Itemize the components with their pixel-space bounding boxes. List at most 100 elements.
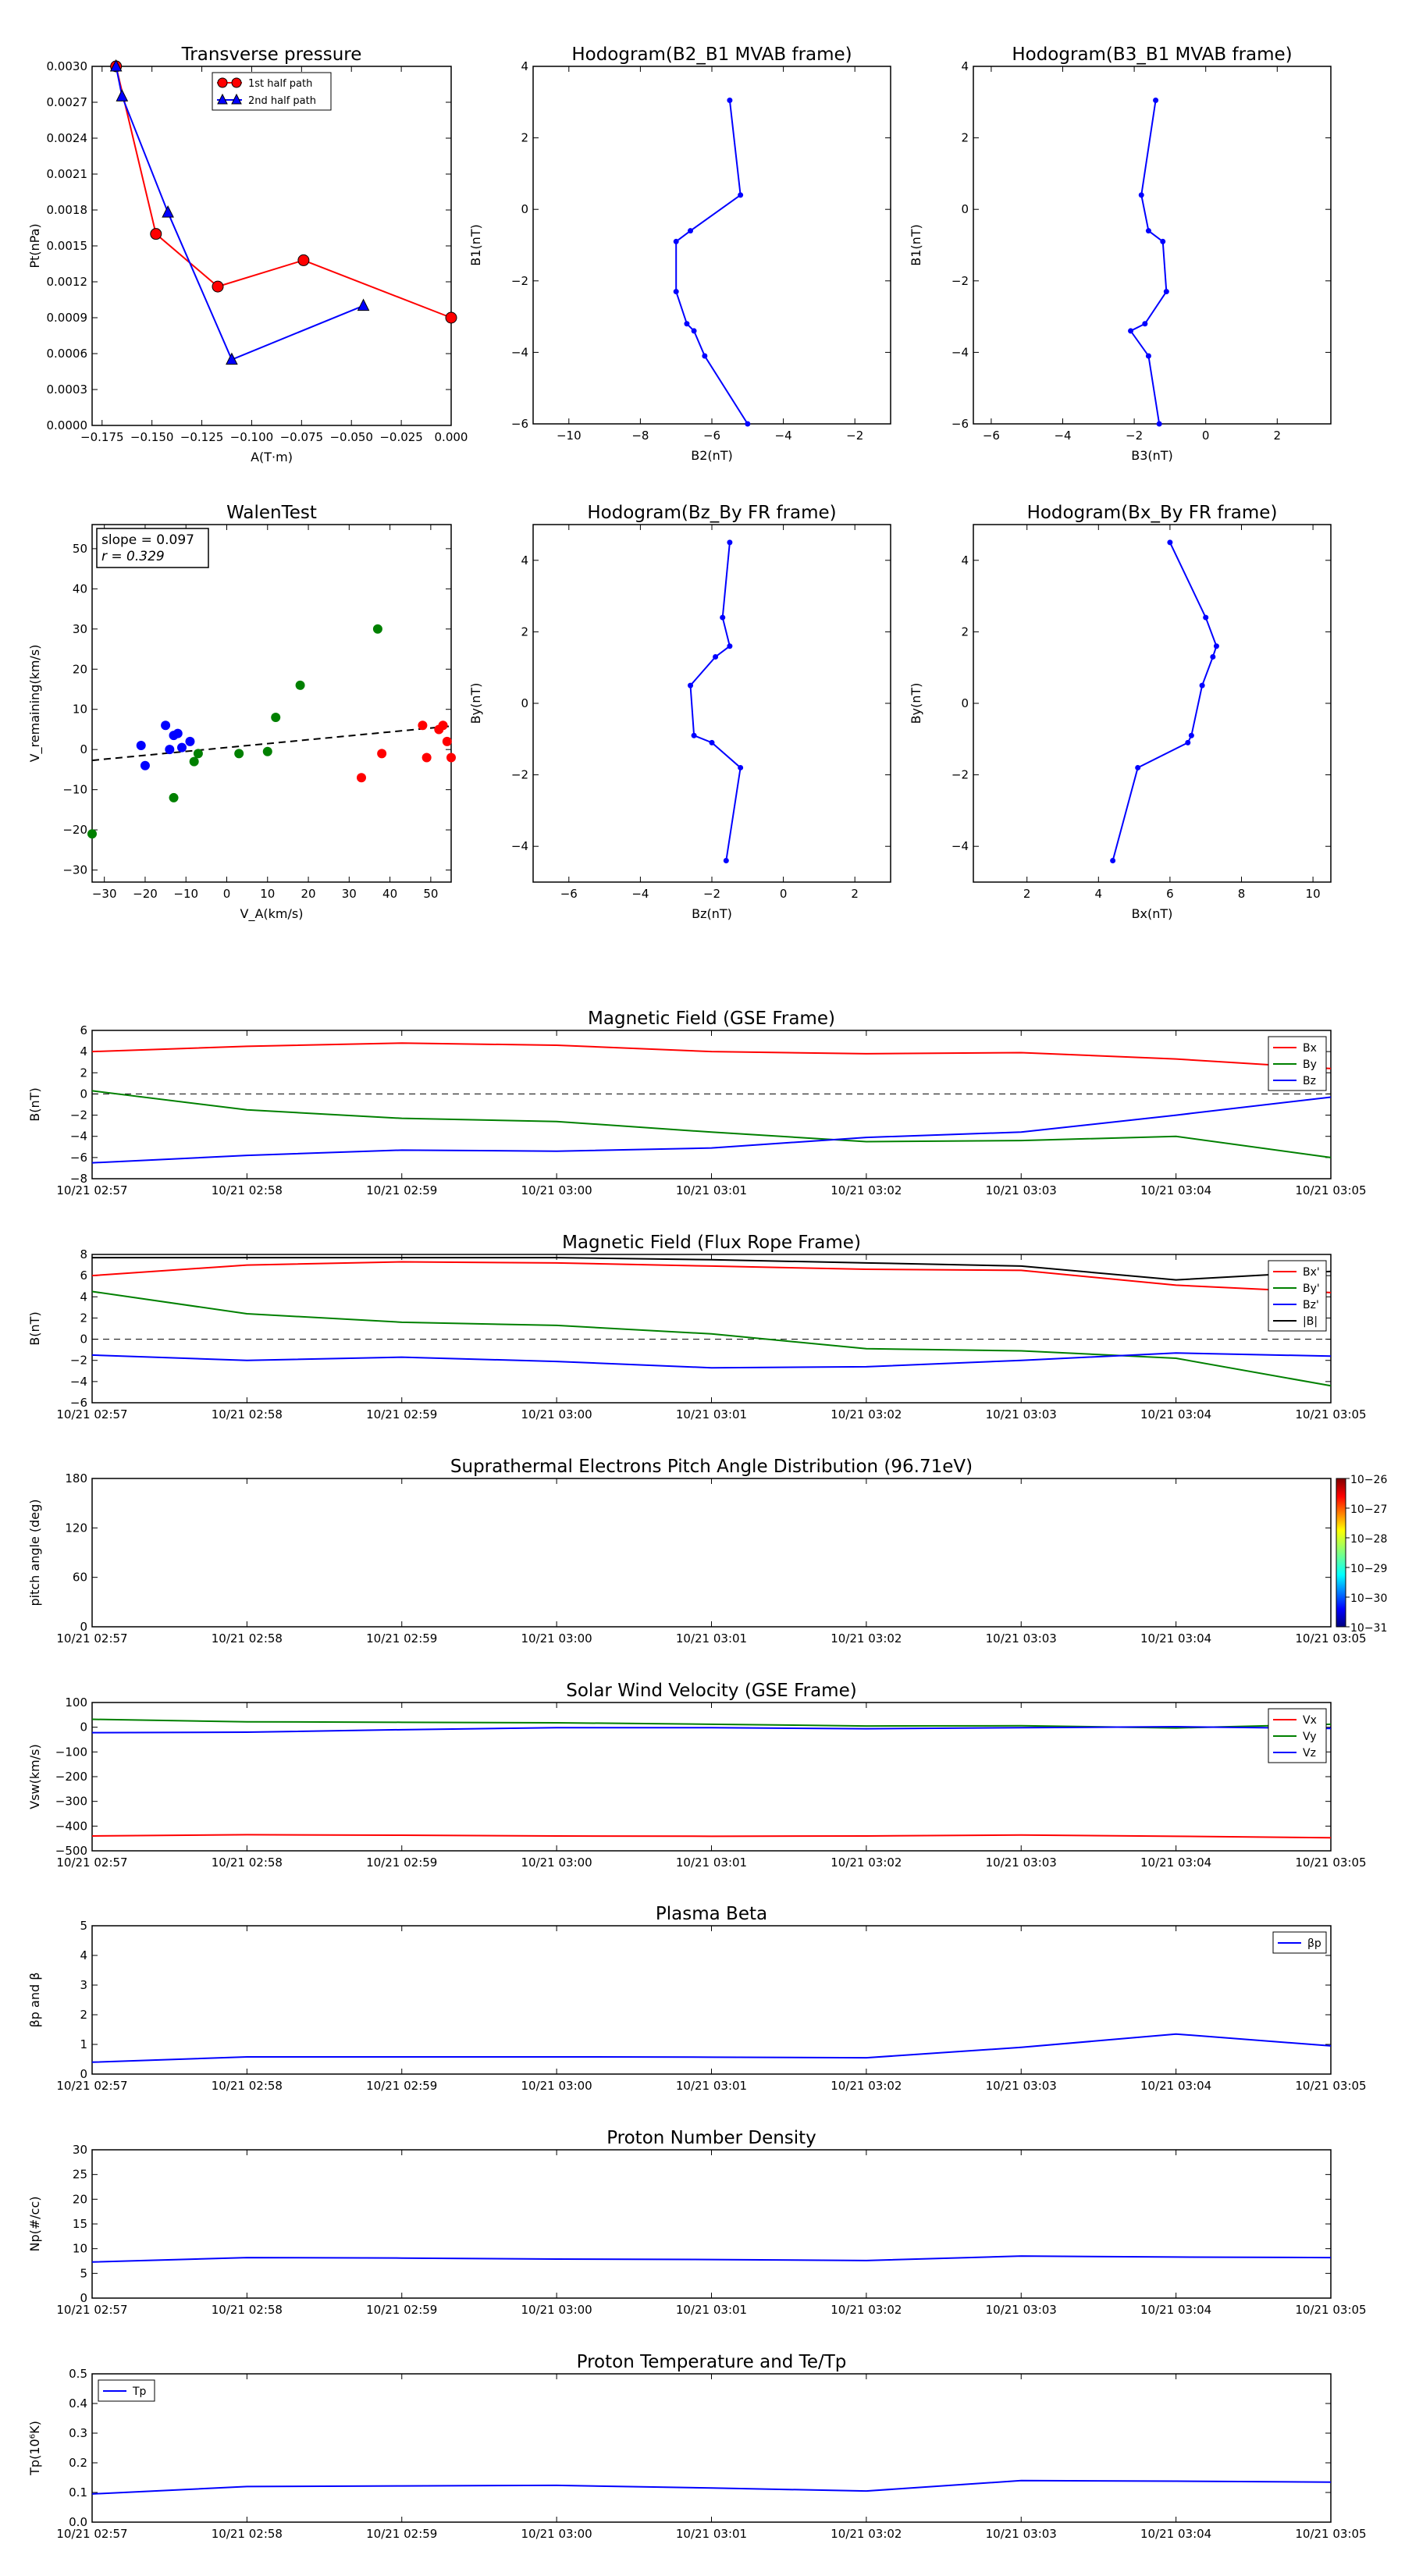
x-tick-label: 10/21 02:57 <box>56 1183 127 1197</box>
hodogram-path-point <box>688 682 694 688</box>
plot-frame <box>973 524 1332 883</box>
y-tick-label: 0.0003 <box>47 382 88 397</box>
x-tick-label: 10/21 03:00 <box>521 2303 592 2317</box>
series-line <box>91 1261 1332 1293</box>
scatter-point <box>234 749 244 759</box>
series-2nd-half-point <box>162 205 174 218</box>
x-tick-label: 10/21 03:03 <box>986 1856 1057 1870</box>
chart-title: WalenTest <box>226 503 317 523</box>
x-tick-label: 10/21 02:57 <box>56 1856 127 1870</box>
x-tick-label: 10/21 03:02 <box>831 1407 902 1421</box>
y-axis-label: B(nT) <box>27 1087 42 1121</box>
x-tick-label: 10/21 03:01 <box>676 1183 747 1197</box>
scatter-point <box>372 624 382 634</box>
chart-title: Hodogram(B2_B1 MVAB frame) <box>571 44 852 65</box>
hodogram-path-point <box>1163 289 1169 295</box>
y-tick-label: −2 <box>511 274 528 288</box>
x-tick-label: 10/21 02:59 <box>366 2303 437 2317</box>
x-tick-label: −30 <box>92 887 117 901</box>
x-tick-label: −0.025 <box>379 430 423 444</box>
legend-label: Bx' <box>1303 1266 1320 1279</box>
x-tick-label: −4 <box>775 429 792 443</box>
legend-label: By' <box>1303 1283 1320 1295</box>
scatter-point <box>438 720 448 731</box>
x-tick-label: 10/21 02:57 <box>56 2527 127 2541</box>
x-tick-label: −4 <box>1054 429 1071 443</box>
x-tick-label: −0.125 <box>180 430 224 444</box>
y-tick-label: 1 <box>80 2037 87 2051</box>
x-tick-label: 10/21 03:02 <box>831 2527 902 2541</box>
x-tick-label: 10/21 03:05 <box>1295 2079 1366 2093</box>
y-tick-label: 0.0012 <box>47 275 88 289</box>
y-tick-label: 0.0030 <box>47 59 88 73</box>
hodogram-path-point <box>1110 858 1116 864</box>
x-tick-label: 10/21 03:04 <box>1140 1407 1211 1421</box>
hodogram-path-point <box>673 238 679 244</box>
y-tick-label: 25 <box>73 2168 87 2182</box>
y-tick-label: 0.1 <box>69 2485 87 2500</box>
hodogram-path-point <box>720 614 726 621</box>
hodogram-path-point <box>1199 682 1205 688</box>
x-tick-label: 6 <box>1166 887 1174 901</box>
y-tick-label: 0 <box>521 696 528 710</box>
hodogram-path-point <box>723 858 729 864</box>
hodogram-path-point <box>738 764 744 770</box>
hodogram-path-point <box>727 643 733 649</box>
y-tick-label: 2 <box>521 131 528 145</box>
legend-marker <box>217 93 228 105</box>
hodogram-path-point <box>1128 328 1134 334</box>
x-tick-label: 10/21 02:58 <box>212 2079 283 2093</box>
y-tick-label: 0 <box>80 1720 87 1735</box>
chart-title: Magnetic Field (Flux Rope Frame) <box>562 1233 861 1253</box>
legend-label: 2nd half path <box>248 95 316 107</box>
hodogram-path-point <box>1145 353 1151 359</box>
x-tick-label: 10/21 03:04 <box>1140 1631 1211 1646</box>
magGSE-chart: −8 −6 −4 −2 0 2 4 6 10/21 02:57 10/21 02:58 10/21 … <box>27 1009 1367 1197</box>
series-line <box>91 2479 1332 2495</box>
y-tick-label: 100 <box>65 1695 87 1710</box>
x-tick-label: 2 <box>1023 887 1031 901</box>
series-line <box>91 1352 1332 1369</box>
x-tick-label: 10/21 03:01 <box>676 2303 747 2317</box>
x-tick-label: 2 <box>851 887 859 901</box>
x-tick-label: 10/21 02:59 <box>366 1407 437 1421</box>
colorbar-label: 10−27 <box>1350 1503 1387 1516</box>
plot-frame <box>532 524 891 883</box>
y-tick-label: −4 <box>70 1375 87 1389</box>
y-tick-label: −4 <box>70 1130 87 1144</box>
x-tick-label: 10/21 02:57 <box>56 1631 127 1646</box>
y-tick-label: 6 <box>80 1023 87 1037</box>
y-axis-label: Pt(nPa) <box>27 223 42 268</box>
scatter-point <box>177 742 187 753</box>
y-tick-label: −2 <box>70 1354 87 1368</box>
series-2nd-half-point <box>357 298 370 311</box>
series-2nd-half-point <box>226 352 238 365</box>
y-tick-label: −4 <box>951 345 969 359</box>
y-tick-label: 15 <box>73 2217 87 2231</box>
legend-label: Tp <box>132 2386 147 2398</box>
chart-title: Hodogram(Bz_By FR frame) <box>587 503 836 523</box>
x-tick-label: 10/21 03:00 <box>521 1407 592 1421</box>
y-tick-label: 4 <box>80 1290 87 1304</box>
y-tick-label: 0.0009 <box>47 311 88 325</box>
x-tick-label: −20 <box>133 887 158 901</box>
legend-label: Bz' <box>1303 1299 1319 1311</box>
scatter-point <box>185 736 195 746</box>
y-tick-label: −6 <box>70 1396 87 1410</box>
legend: Tp <box>98 2379 155 2402</box>
hodogram-path-point <box>1160 238 1166 244</box>
walen-test-chart: −30 −20 −10 0 10 20 30 40 50 −30 −20 −10 0 10 20 30 40 50… <box>27 503 456 922</box>
y-tick-label: 0 <box>80 1332 87 1347</box>
y-tick-label: −4 <box>951 839 969 853</box>
y-tick-label: 0.5 <box>69 2367 87 2381</box>
y-tick-label: −4 <box>511 839 528 853</box>
x-tick-label: −0.175 <box>80 430 124 444</box>
series-2nd-half-point <box>116 89 129 101</box>
chart-title: Hodogram(Bx_By FR frame) <box>1027 503 1278 523</box>
x-tick-label: −6 <box>560 887 578 901</box>
scatter-point <box>377 749 387 759</box>
chart-title: Proton Temperature and Te/Tp <box>577 2352 847 2372</box>
y-tick-label: 2 <box>521 624 528 639</box>
x-tick-label: 10/21 03:02 <box>831 1183 902 1197</box>
x-tick-label: 10/21 02:58 <box>212 2527 283 2541</box>
